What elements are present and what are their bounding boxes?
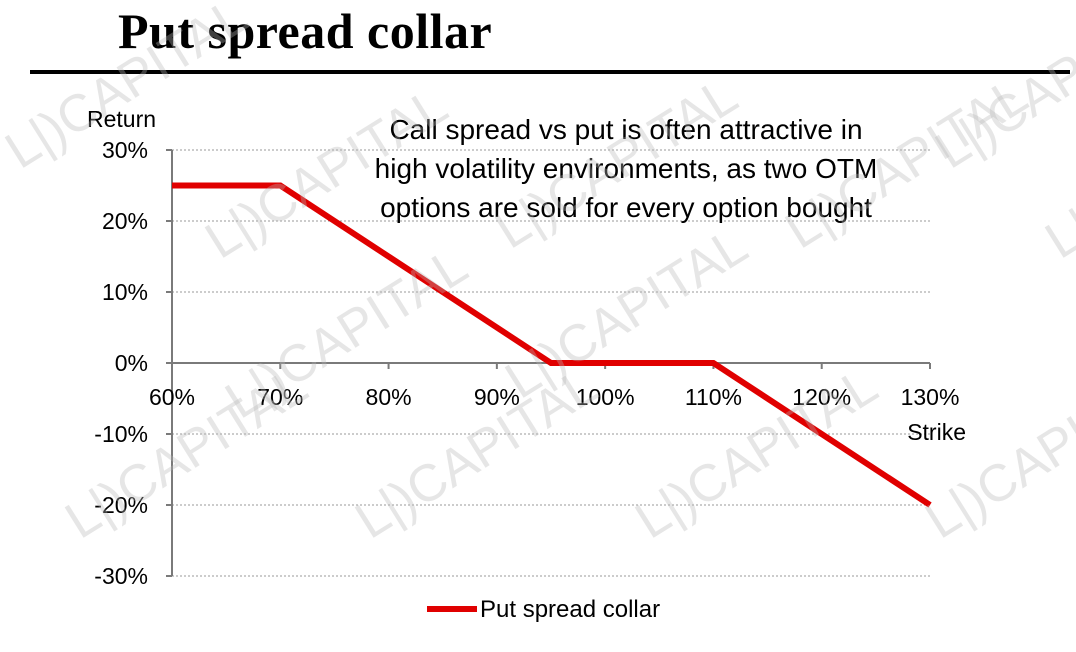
annotation-line: high volatility environments, as two OTM	[375, 153, 878, 184]
page-title: Put spread collar	[118, 3, 493, 59]
x-tick-label: 90%	[474, 384, 520, 410]
x-tick-label: 120%	[792, 384, 851, 410]
y-tick-label: 0%	[115, 350, 148, 376]
title-divider	[30, 70, 1070, 74]
y-tick-label: 20%	[102, 208, 148, 234]
y-tick-label: -30%	[94, 563, 148, 589]
x-tick-label: 110%	[685, 384, 742, 410]
annotation-line: options are sold for every option bought	[380, 192, 872, 223]
x-tick-label: 80%	[366, 384, 412, 410]
y-tick-label: -20%	[94, 492, 148, 518]
x-tick-label: 100%	[576, 384, 635, 410]
y-tick-label: -10%	[94, 421, 148, 447]
watermark: L|)CAPITAL	[216, 237, 478, 431]
legend-label: Put spread collar	[480, 596, 660, 623]
x-axis-label: Strike	[907, 419, 966, 445]
x-tick-label: 70%	[257, 384, 303, 410]
watermark: L|)CAPITAL	[926, 0, 1076, 180]
y-tick-label: 30%	[102, 137, 148, 163]
y-axis-label: Return	[87, 106, 156, 132]
annotation-line: Call spread vs put is often attractive i…	[389, 114, 862, 145]
x-tick-label: 60%	[149, 384, 195, 410]
y-tick-label: 10%	[102, 279, 148, 305]
x-tick-label: 130%	[901, 384, 960, 410]
